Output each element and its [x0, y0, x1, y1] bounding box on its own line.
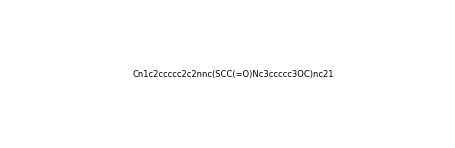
- Text: Cn1c2ccccc2c2nnc(SCC(=O)Nc3ccccc3OC)nc21: Cn1c2ccccc2c2nnc(SCC(=O)Nc3ccccc3OC)nc21: [132, 70, 334, 79]
